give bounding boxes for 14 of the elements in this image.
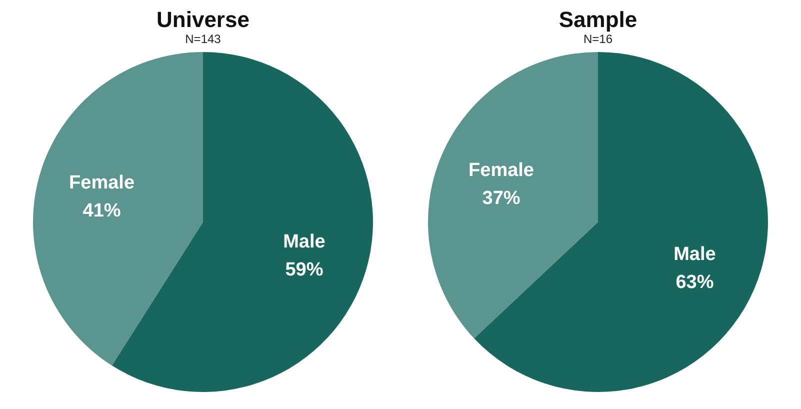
chart-title: Sample	[558, 7, 638, 32]
slice-label: Female	[468, 160, 534, 182]
chart-title: Universe	[156, 7, 250, 32]
data-label: 59%	[285, 259, 324, 280]
pie-slice	[428, 52, 598, 338]
chart-subtitle: N=143	[184, 32, 222, 46]
slice-label: Male	[283, 231, 326, 252]
chart-subtitle: N=16	[582, 32, 614, 46]
slice-label: Male	[674, 244, 716, 265]
pie-slice	[33, 52, 203, 366]
data-label: 63%	[676, 272, 714, 293]
data-label: 41%	[82, 200, 121, 222]
data-label: 37%	[482, 188, 520, 210]
slice-label: Female	[69, 172, 135, 194]
